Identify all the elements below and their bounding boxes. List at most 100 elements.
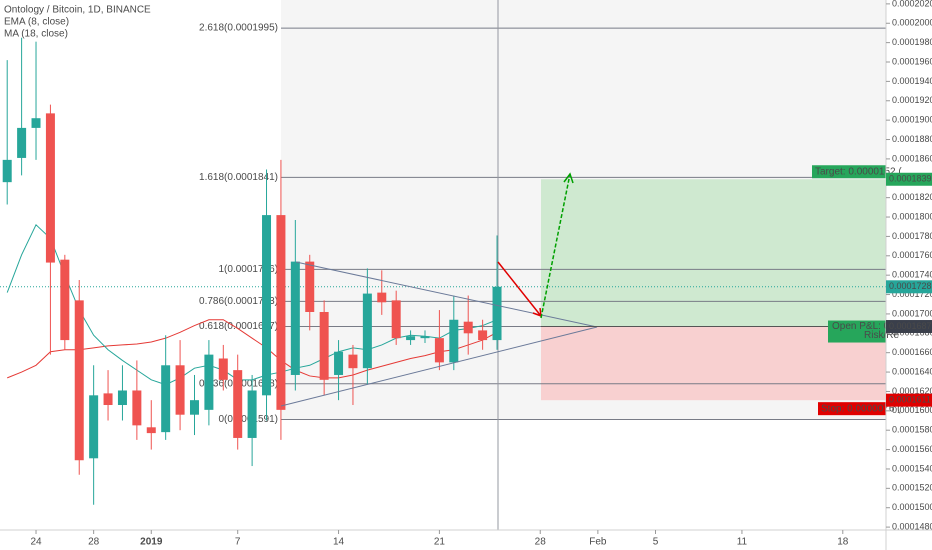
candle-body [305,261,315,312]
candle-body [31,118,41,128]
y-tick-label: 0.0001540 [892,463,932,473]
candle-body [89,395,99,459]
x-tick-label: 5 [653,537,659,548]
fib-label: 1.618(0.0001841) [199,172,278,183]
target-price-badge: 0.0001839 [889,174,932,184]
y-tick-label: 0.0001780 [892,231,932,241]
last-price-badge: 0.0001728 [889,281,932,291]
candle-body [262,215,272,396]
y-tick-label: 0.0001820 [892,192,932,202]
candle-body [420,336,430,339]
x-tick-label: 21 [434,537,446,548]
y-tick-label: 0.0001960 [892,56,932,66]
y-tick-label: 0.0001640 [892,366,932,376]
candle-body [276,215,286,410]
candle-body [45,113,55,263]
stop-label-box [818,402,886,416]
fib-label: 0.618(0.0001687) [199,321,278,332]
stop-label: Stop: 0.0000076 ( [821,403,901,414]
fib-label: 1(0.0001746) [219,264,279,275]
symbol-title: Ontology / Bitcoin, 1D, BINANCE [4,5,151,16]
candle-body [161,365,171,433]
candle-body [2,159,12,183]
candle-body [319,311,329,380]
candle-body [247,390,257,438]
y-tick-label: 0.0001600 [892,405,932,415]
candle-body [362,293,372,369]
y-tick-label: 0.0001740 [892,270,932,280]
fib-label: 0.786(0.0001713) [199,296,278,307]
x-tick-label: 7 [235,537,241,548]
y-tick-label: 0.0001760 [892,250,932,260]
stop-price-badge: 0.0001611 [889,395,931,405]
candle-body [406,336,416,341]
y-tick-label: 0.0001720 [892,289,932,299]
candle-body [449,319,459,363]
x-tick-label: 18 [837,537,849,548]
entry-price-badge-box [886,320,932,334]
candle-body [434,338,444,363]
y-tick-label: 0.0002020 [892,0,932,8]
legend-ema: EMA (8, close) [4,17,69,28]
candle-body [334,351,344,375]
x-tick-label: 28 [535,537,547,548]
y-tick-label: 0.0001920 [892,95,932,105]
fib-label: 2.618(0.0001995) [199,23,278,34]
candle-body [175,365,185,415]
y-tick-label: 0.0001800 [892,211,932,221]
legend-ma: MA (18, close) [4,29,68,40]
candle-body [233,370,243,438]
target-price-badge-box [886,172,932,186]
y-tick-label: 0.0001580 [892,425,932,435]
y-tick-label: 0.0001940 [892,76,932,86]
y-tick-label: 0.0001480 [892,521,932,531]
candle-body [348,354,358,369]
candle-body [103,393,113,406]
candle-body [117,390,127,406]
y-tick-label: 0.0001900 [892,115,932,125]
candle-body [74,300,84,461]
y-tick-label: 0.0001520 [892,483,932,493]
pnl-label-box [828,320,886,343]
x-tick-label: 24 [30,537,42,548]
indicator-line [7,319,498,379]
candle-body [189,400,199,415]
candle-body [463,321,473,334]
stop-price-badge-box [886,393,932,407]
candle-body [146,427,156,434]
candle-body [17,127,27,158]
candle-body [218,358,228,380]
target-label: Target: 0.0000152 ( [815,166,902,177]
target-zone [541,179,886,327]
rr-label: Risk/Re [864,330,899,341]
candle-body [204,354,214,410]
y-tick-label: 0.0002000 [892,18,932,28]
y-tick-label: 0.0001700 [892,308,932,318]
y-tick-label: 0.0001980 [892,37,932,47]
target-label-box [812,165,886,179]
up-arrow-head [563,172,574,184]
x-tick-label: 14 [333,537,345,548]
entry-price-badge: 0.0001687 [889,321,932,331]
candle-body [290,261,300,375]
y-tick-label: 0.0001860 [892,153,932,163]
x-tick-label: 2019 [140,537,163,548]
x-tick-label: 11 [737,537,748,548]
x-tick-label: Feb [589,537,607,548]
candle-body [391,300,401,339]
candle-body [132,390,142,426]
pnl-label: Open P&L: 0.00 [832,321,904,332]
last-price-badge-box [886,280,932,294]
down-arrow [497,261,542,317]
y-tick-label: 0.0001560 [892,444,932,454]
candle-body [478,330,488,341]
candle-body [492,286,502,341]
y-tick-label: 0.0001660 [892,347,932,357]
candle-body [377,292,387,303]
candle-body [60,259,70,341]
y-tick-label: 0.0001500 [892,502,932,512]
up-arrow [540,173,571,319]
x-tick-label: 28 [88,537,100,548]
y-tick-label: 0.0001880 [892,134,932,144]
